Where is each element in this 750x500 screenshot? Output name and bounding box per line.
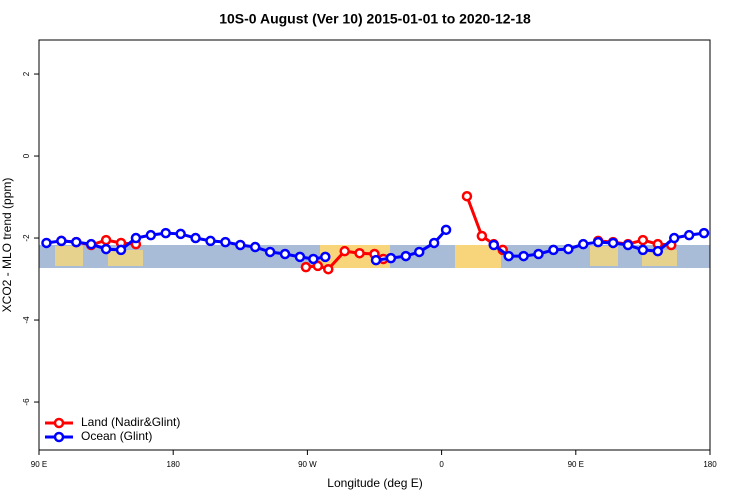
point xyxy=(607,237,619,249)
point xyxy=(428,237,440,249)
plot-frame xyxy=(38,39,711,451)
chart-title: 10S-0 August (Ver 10) 2015-01-01 to 2020… xyxy=(219,11,531,27)
point xyxy=(622,239,634,251)
point xyxy=(354,247,365,259)
legend-label: Land (Nadir&Glint) xyxy=(81,415,180,429)
point xyxy=(476,230,488,242)
point xyxy=(683,229,695,241)
x-tick-label: 90 E xyxy=(31,460,47,469)
point xyxy=(533,248,544,260)
x-tick-label: 180 xyxy=(703,460,717,469)
point xyxy=(294,251,306,263)
point xyxy=(637,244,649,256)
point xyxy=(249,241,261,253)
point xyxy=(235,239,246,251)
y-axis-label: XCO2 - MLO trend (ppm) xyxy=(0,178,14,313)
x-axis-label: Longitude (deg E) xyxy=(327,476,422,490)
point xyxy=(668,232,680,244)
point xyxy=(339,245,350,257)
point xyxy=(264,246,276,258)
point xyxy=(100,243,112,255)
y-tick-label: 0 xyxy=(22,153,31,158)
point xyxy=(205,235,216,247)
point xyxy=(637,234,649,246)
x-tick-label: 90 E xyxy=(568,460,584,469)
point xyxy=(56,235,67,247)
point xyxy=(85,238,97,250)
point xyxy=(652,245,664,257)
point xyxy=(400,250,412,262)
point xyxy=(220,236,231,248)
point xyxy=(592,236,604,248)
point xyxy=(518,250,529,262)
point xyxy=(413,246,425,258)
legend-marker xyxy=(53,417,65,429)
point xyxy=(548,244,559,256)
x-tick-label: 0 xyxy=(439,460,444,469)
point xyxy=(563,243,574,255)
point xyxy=(71,236,82,248)
y-tick-label: 2 xyxy=(22,71,31,76)
legend-label: Ocean (Glint) xyxy=(81,429,152,443)
point xyxy=(279,248,291,260)
point xyxy=(320,251,331,263)
point xyxy=(130,232,142,244)
point xyxy=(312,260,324,272)
point xyxy=(41,237,52,249)
point xyxy=(300,261,312,273)
x-tick-label: 180 xyxy=(167,460,181,469)
point xyxy=(698,227,710,239)
point xyxy=(323,263,334,275)
point xyxy=(385,252,397,264)
point xyxy=(160,227,171,239)
x-tick-label: 90 W xyxy=(298,460,317,469)
point xyxy=(370,254,382,266)
point xyxy=(115,244,127,256)
y-tick-label: -6 xyxy=(22,398,31,406)
point xyxy=(440,224,452,236)
point xyxy=(503,250,514,262)
y-tick-label: -4 xyxy=(22,316,31,324)
point xyxy=(100,234,112,246)
point xyxy=(461,190,473,202)
point xyxy=(175,228,186,240)
point xyxy=(488,239,500,251)
legend-marker xyxy=(53,431,65,443)
point xyxy=(190,232,201,244)
y-tick-label: -2 xyxy=(22,234,31,242)
point xyxy=(145,229,157,241)
point xyxy=(578,238,589,250)
point xyxy=(308,253,319,265)
